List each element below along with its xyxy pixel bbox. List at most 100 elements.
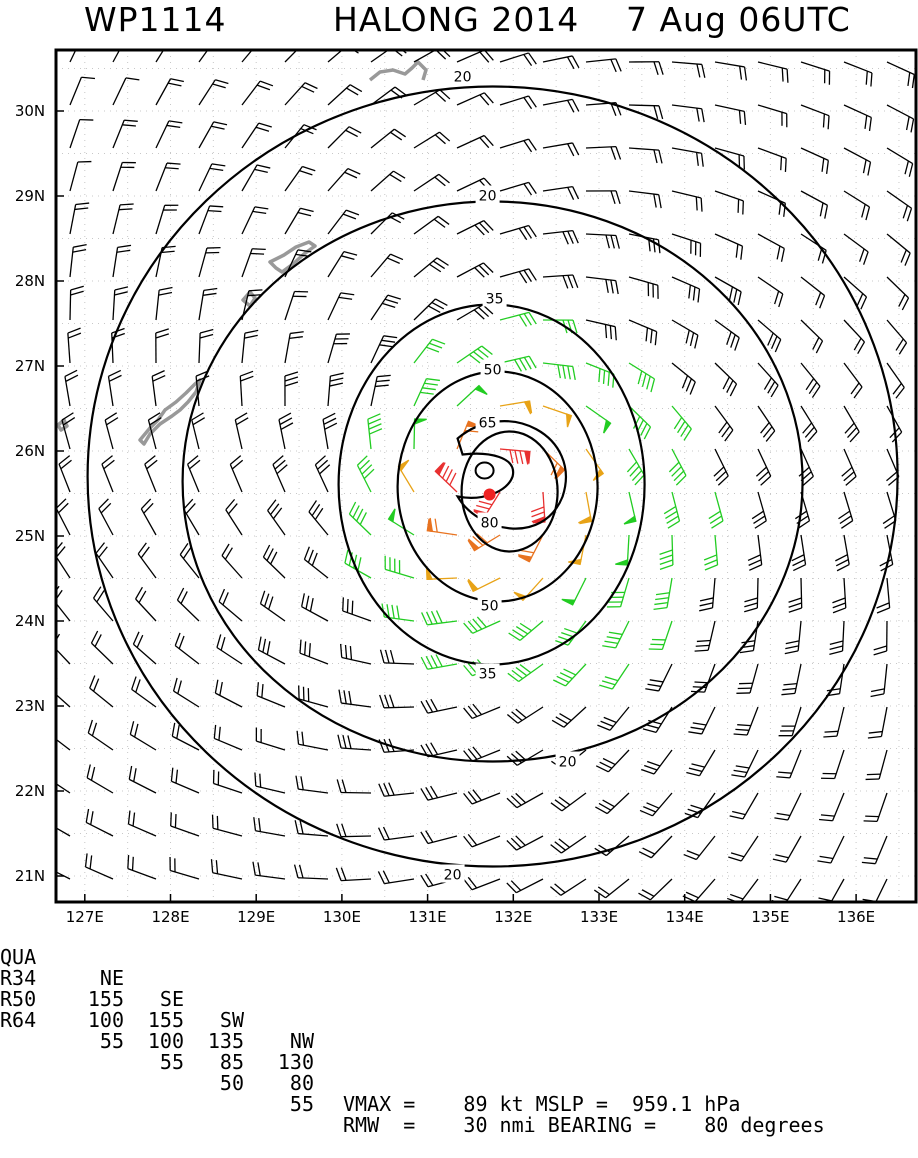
- barb-feather: [91, 631, 97, 643]
- wind-barb: [177, 588, 199, 621]
- barb-feather: [241, 376, 254, 381]
- wind-barb: [874, 621, 887, 655]
- barb-feather: [479, 501, 492, 505]
- barb-feather: [563, 276, 568, 289]
- wind-barb: [242, 249, 266, 277]
- barb-feather: [695, 650, 709, 651]
- wind-barb: [113, 204, 134, 234]
- wind-barb: [156, 329, 169, 363]
- barb-feather: [820, 203, 823, 216]
- barb-feather: [172, 37, 185, 41]
- wind-barb: [586, 406, 611, 433]
- barb-feather: [269, 597, 273, 610]
- barb-feather: [687, 851, 700, 856]
- lat-tick-label: 27N: [15, 357, 45, 375]
- wind-barb: [213, 815, 242, 836]
- barb-feather: [45, 763, 49, 776]
- wind-barb: [323, 413, 337, 449]
- barb-feather: [421, 701, 428, 713]
- barb-feather: [384, 336, 397, 338]
- barb-feather: [302, 732, 303, 746]
- wind-barb: [596, 750, 629, 772]
- barb-feather: [296, 776, 298, 789]
- wind-barb: [641, 750, 672, 774]
- barb-feather: [343, 597, 344, 611]
- barb-feather: [167, 125, 180, 127]
- barb-feather: [861, 297, 867, 309]
- barb-feather: [253, 211, 266, 213]
- barb-feather: [520, 451, 523, 464]
- cell-ne: 55: [78, 1031, 124, 1052]
- wind-barb: [217, 634, 242, 664]
- barb-flag: [389, 509, 395, 522]
- wind-barb: [801, 277, 825, 308]
- barb-feather: [640, 810, 652, 815]
- wind-barb: [500, 182, 536, 195]
- barb-feather: [435, 299, 447, 305]
- barb-feather: [605, 324, 606, 338]
- wind-barb: [70, 162, 91, 191]
- barb-feather: [250, 253, 264, 254]
- barb-feather: [345, 172, 357, 178]
- barb-staff: [70, 120, 80, 148]
- wind-barb: [568, 535, 586, 564]
- barb-feather: [866, 207, 869, 220]
- barb-feather: [642, 890, 654, 897]
- wind-barb: [219, 589, 242, 621]
- barb-feather: [731, 775, 744, 777]
- barb-feather: [822, 158, 824, 171]
- barb-feather: [773, 859, 786, 862]
- barb-feather: [253, 862, 255, 875]
- barb-feather: [785, 646, 798, 649]
- barb-feather: [532, 512, 545, 517]
- barb-feather: [336, 868, 341, 881]
- barb-feather: [515, 450, 518, 463]
- barb-feather: [65, 370, 77, 376]
- barb-feather: [696, 197, 697, 211]
- wind-barb: [744, 578, 758, 612]
- barb-feather: [426, 379, 439, 381]
- barb-feather: [744, 603, 757, 607]
- barb-staff: [49, 642, 70, 664]
- barb-feather: [573, 367, 575, 380]
- barb-feather: [702, 64, 705, 77]
- wind-barb: [844, 148, 870, 175]
- barb-feather: [223, 592, 228, 605]
- wind-barb: [136, 587, 156, 621]
- wind-barb: [242, 207, 268, 234]
- barb-feather: [260, 774, 261, 788]
- wind-barb: [699, 578, 715, 611]
- wind-barb: [704, 535, 717, 570]
- wind-barb: [379, 827, 414, 840]
- barb-feather: [255, 773, 256, 787]
- barb-feather: [257, 682, 258, 696]
- barb-feather: [267, 548, 273, 560]
- barb-feather: [213, 84, 226, 88]
- barb-feather: [427, 612, 433, 624]
- barb-feather: [616, 281, 618, 294]
- wind-barb: [500, 96, 536, 109]
- barb-feather: [330, 378, 343, 381]
- barb-feather: [81, 77, 95, 78]
- wind-barb: [51, 586, 70, 621]
- wind-barb: [302, 593, 328, 621]
- wind-barb: [87, 765, 113, 793]
- barb-feather: [280, 418, 292, 425]
- wind-barb: [832, 578, 845, 613]
- barb-feather: [300, 821, 303, 834]
- wind-barb: [801, 320, 823, 353]
- wind-barb: [543, 99, 579, 112]
- barb-feather: [91, 811, 93, 824]
- barb-feather: [349, 691, 351, 704]
- barb-feather: [68, 333, 81, 338]
- barb-feather: [285, 377, 298, 381]
- wind-barb: [128, 855, 156, 879]
- wind-barb: [500, 53, 536, 66]
- wind-barb: [801, 62, 830, 85]
- barb-feather: [572, 99, 578, 111]
- barb-feather: [654, 194, 656, 207]
- barb-feather: [379, 345, 392, 347]
- barb-feather: [749, 565, 761, 571]
- barb-feather: [871, 73, 872, 87]
